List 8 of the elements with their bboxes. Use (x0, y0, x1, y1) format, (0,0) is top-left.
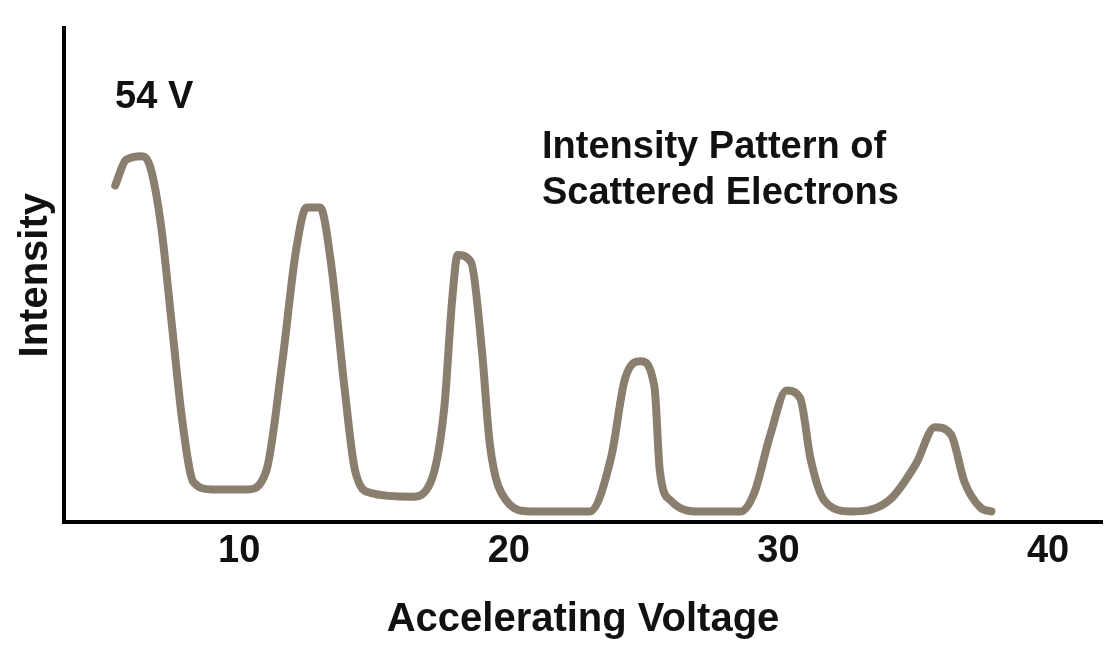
x-tick-label: 20 (487, 527, 530, 570)
y-axis-title: Intensity (11, 192, 56, 358)
annotation: Intensity Pattern of Scattered Electrons (542, 124, 899, 212)
x-tick-label: 10 (218, 527, 261, 570)
x-axis-title: Accelerating Voltage (386, 595, 780, 640)
x-tick-label: 40 (1026, 527, 1070, 570)
annotation: 54 V (115, 73, 194, 116)
x-tick-label: 30 (757, 527, 800, 570)
